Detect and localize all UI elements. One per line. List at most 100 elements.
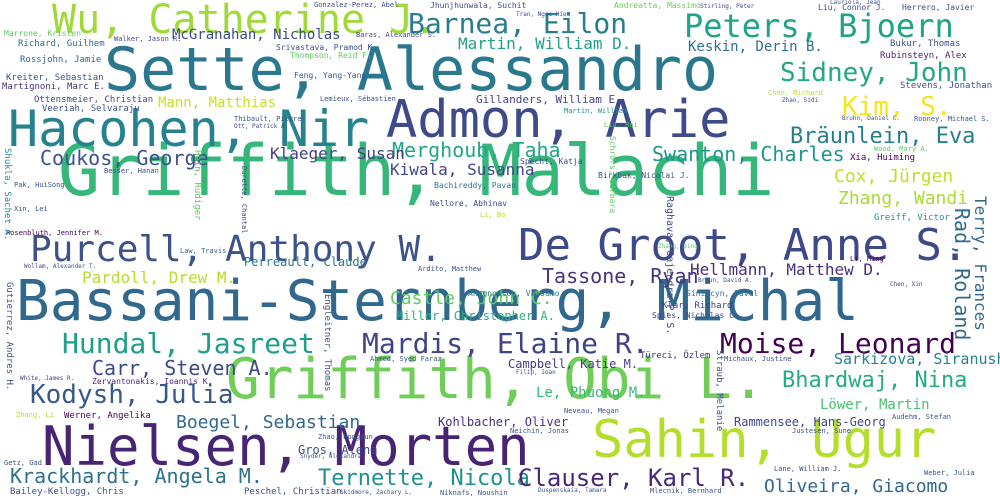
word-hein: Hein, Rüdiger bbox=[192, 150, 202, 221]
word-filip: Filip, Ioan bbox=[516, 369, 556, 376]
word-ardito: Ardito, Matthew bbox=[418, 265, 482, 273]
word-mardis: Mardis, Elaine R. bbox=[362, 327, 649, 360]
word-marrone: Marrone, Kristen bbox=[4, 29, 82, 38]
word-mcgranahan: McGranahan, Nicholas bbox=[172, 27, 341, 43]
word-gutierrez: Gutierrez, Andres H. bbox=[4, 282, 14, 391]
word-specht: Specht, Katja bbox=[520, 157, 583, 166]
word-greiff: Greiff, Victor bbox=[874, 213, 950, 223]
word-sarkizova: Sarkizova, Siranush bbox=[834, 350, 1000, 368]
word-mlecnik: Mlecnik, Bernhard bbox=[650, 487, 722, 495]
word-zhao-sidi: Zhao, Sidi bbox=[782, 97, 819, 104]
word-xin: Xin, Lei bbox=[14, 205, 48, 213]
word-gillanders: Gillanders, William E. bbox=[476, 93, 622, 106]
word-merghoub: Merghoub, Taha bbox=[392, 138, 561, 162]
word-liu-rui: Liu, Rui bbox=[604, 121, 638, 129]
word-clauser: Clauser, Karl R. bbox=[518, 464, 750, 492]
word-lane: Lane, William J. bbox=[774, 465, 842, 473]
word-baras: Baras, Alexander S. bbox=[356, 31, 437, 39]
word-kohlbacher: Kohlbacher, Oliver bbox=[438, 415, 569, 429]
word-peschel: Peschel, Christian bbox=[244, 487, 342, 497]
word-zhang-bing: Zhang, Bing bbox=[658, 243, 698, 250]
word-ahmed: Ahmed, Syed Faraz bbox=[370, 355, 442, 363]
word-law: Law, Travis bbox=[180, 247, 227, 255]
word-campbell: Campbell, Katie M. bbox=[508, 357, 639, 371]
word-niknafs: Niknafs, Noushin bbox=[440, 489, 508, 497]
word-de-groot: De Groot, Anne S. bbox=[518, 220, 969, 271]
word-neichin: Neichin, Jonas bbox=[510, 427, 570, 435]
word-feng: Feng, Yang-Yang bbox=[294, 71, 367, 80]
word-kodysh: Kodysh, Julia bbox=[30, 380, 234, 410]
word-martin-william: Martin, William bbox=[564, 107, 628, 115]
word-wollam: Wollam, Alexander T. bbox=[24, 263, 97, 270]
word-wu: Wu, Catherine J. bbox=[52, 0, 438, 43]
word-castle: Castle, John C. bbox=[390, 288, 553, 309]
word-sidney: Sidney, John bbox=[780, 58, 968, 88]
word-zervantonakis: Zervantonakis, Ioannis K. bbox=[92, 377, 213, 386]
word-rossjohn: Rossjohn, Jamie bbox=[20, 55, 102, 65]
word-birkbak: Birkbak, Nicolai J. bbox=[598, 171, 690, 180]
word-walker: Walker, Jason R. bbox=[114, 35, 182, 43]
word-hacohen: Hacohen, Nir bbox=[8, 100, 370, 158]
word-stevens: Stevens, Jonathan bbox=[900, 81, 993, 91]
word-chen-richard: Chen, Richard bbox=[768, 89, 823, 97]
word-moise: Moise, Leonard bbox=[720, 327, 957, 360]
word-kim: Kim, S. bbox=[842, 92, 952, 122]
word-andreatta: Andreatta, Massimo bbox=[614, 1, 701, 10]
word-ternette: Ternette, Nicola bbox=[318, 466, 530, 491]
word-shukla: Shukla, Sachet A. bbox=[2, 148, 12, 241]
word-kiwala: Kiwala, Susanna bbox=[390, 160, 535, 179]
word-anagnostou: Anagnostou, Valsamo bbox=[468, 289, 560, 298]
word-li-bo: Li, Bo bbox=[480, 211, 506, 219]
word-braunlein: Bräunlein, Eva bbox=[790, 124, 976, 149]
word-bruhn: Bruhn, Daniel C. bbox=[842, 115, 900, 122]
word-carr: Carr, Steven A. bbox=[92, 356, 273, 380]
word-rooney: Rooney, Michael S. bbox=[914, 115, 990, 123]
word-klaeger: Klaeger, Susan bbox=[270, 144, 405, 163]
word-duspenskaia: Duspenskaia, Tamara bbox=[538, 487, 607, 494]
word-wen: Tran, Ngoc Hieu bbox=[516, 11, 571, 18]
word-mann: Mann, Matthias bbox=[158, 95, 277, 111]
word-klar: Klar, Richard bbox=[662, 301, 733, 311]
word-keskin: Keskin, Derin B. bbox=[688, 39, 823, 55]
word-richard: Richard, Guilhem bbox=[18, 39, 105, 49]
word-chen-xin: Chen, Xin bbox=[890, 281, 923, 288]
word-barnea: Barnea, Eilon bbox=[408, 7, 628, 40]
word-bhardwaj: Bhardwaj, Nina bbox=[782, 368, 968, 393]
word-raghava: Raghava, Gajendra P. S. bbox=[664, 196, 675, 335]
word-nielsen: Nielsen, Morten bbox=[42, 415, 530, 478]
word-zhang-wandi: Zhang, Wandi bbox=[838, 188, 969, 209]
word-kreiter: Kreiter, Sebastian bbox=[6, 73, 104, 83]
word-hellmann: Hellmann, Matthew D. bbox=[690, 260, 883, 279]
word-cox: Cox, Jürgen bbox=[834, 166, 954, 187]
word-martignoni: Martignoni, Marc E. bbox=[2, 82, 105, 92]
word-neveau: Neveau, Megan bbox=[564, 407, 619, 415]
word-gonzalez-perez: Gonzalez-Perez, Abel bbox=[314, 1, 399, 9]
word-ottensmeier: Ottensmeier, Christian bbox=[34, 95, 154, 105]
word-getz: Getz, Gad bbox=[4, 459, 42, 467]
word-snyder: Snyder, Alexandra bbox=[300, 453, 362, 460]
word-rad: Rad, Roland bbox=[950, 208, 974, 341]
word-li-ming: Li, Ming bbox=[850, 255, 884, 263]
word-pak: Pak, HuiSong bbox=[14, 181, 65, 189]
word-thibault: Thibault, Pierre bbox=[234, 115, 302, 123]
word-coukos: Coukos, George bbox=[40, 146, 209, 170]
word-rubinsteyn: Rubinsteyn, Alex bbox=[880, 51, 967, 61]
word-rammensee: Rammensee, Hans-Georg bbox=[734, 415, 886, 429]
word-durette: Durette, Chantal bbox=[240, 166, 248, 234]
word-xia: Xia, Huiming bbox=[850, 153, 916, 163]
word-bailey-kellogg: Bailey-Kellogg, Chris bbox=[10, 487, 124, 497]
word-weber: Weber, Julia bbox=[924, 469, 975, 477]
word-werner: Werner, Angelika bbox=[64, 411, 151, 421]
word-lower: Löwer, Martin bbox=[820, 397, 930, 413]
word-lemieux: Lemieux, Sébastien bbox=[320, 95, 396, 103]
word-bachireddy: Bachireddy, Pavan bbox=[434, 181, 516, 190]
word-straub: Straub, Melanie bbox=[714, 350, 724, 432]
word-michaux: Michaux, Justine bbox=[724, 355, 792, 363]
word-martin-william-d: Martin, William D. bbox=[458, 34, 632, 53]
word-hundal: Hundal, Jasreet bbox=[62, 327, 315, 360]
word-braun: Braun, David A. bbox=[698, 277, 753, 284]
word-besser: Besser, Hanan bbox=[104, 167, 159, 175]
word-liu-connor: Liu, Connor J. bbox=[818, 3, 886, 12]
word-admon: Admon, Arie bbox=[386, 90, 731, 150]
